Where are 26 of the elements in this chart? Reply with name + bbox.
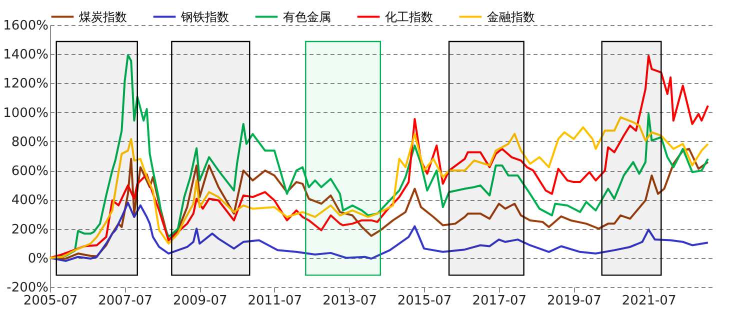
x-tick-label: 2015-07	[397, 294, 452, 308]
x-tick-label: 2017-07	[472, 294, 527, 308]
y-tick-label: 800%	[11, 134, 48, 150]
y-tick-label: 0%	[28, 251, 48, 266]
y-tick-label: -200%	[6, 280, 48, 296]
y-tick-label: 1000%	[3, 106, 48, 121]
legend-label: 煤炭指数	[79, 10, 127, 24]
x-tick-label: 2005-07	[23, 294, 78, 308]
line-series	[49, 116, 709, 259]
x-tick-label: 2011-07	[248, 294, 302, 308]
legend-label: 钢铁指数	[180, 10, 229, 24]
y-tick-label: 400%	[11, 193, 48, 208]
x-tick-label: 2013-07	[322, 294, 377, 308]
x-tick-label: 2021-07	[622, 294, 676, 308]
x-tick-label: 2019-07	[547, 294, 602, 308]
y-tick-label: 1600%	[3, 18, 48, 34]
legend-label: 有色金属	[283, 10, 331, 24]
y-tick-label: 1400%	[3, 48, 48, 63]
x-tick-label: 2007-07	[98, 294, 152, 308]
y-tick-label: 1200%	[3, 76, 48, 92]
y-tick-label: 600%	[11, 164, 48, 180]
legend-label: 金融指数	[487, 10, 535, 24]
y-tick-label: 200%	[11, 222, 48, 238]
legend-label: 化工指数	[385, 10, 433, 24]
line-series	[49, 202, 709, 262]
x-tick-label: 2009-07	[172, 294, 228, 308]
